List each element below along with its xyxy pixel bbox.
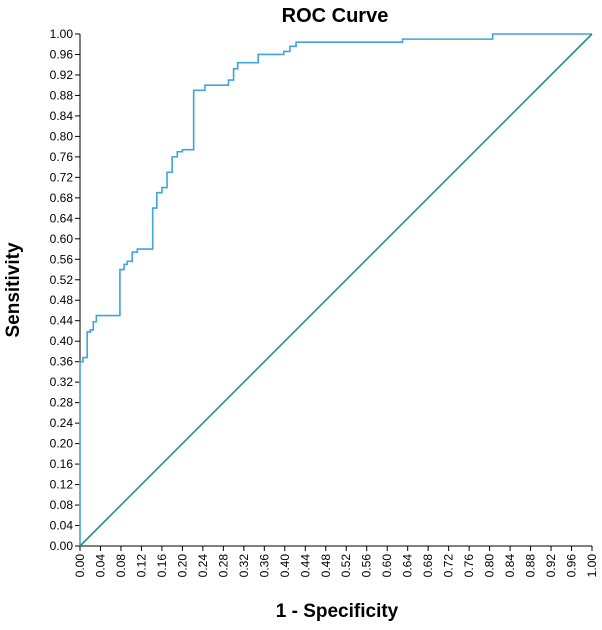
x-tick-label: 0.52 <box>339 554 353 578</box>
y-tick-label: 0.16 <box>50 457 74 471</box>
x-tick-label: 0.44 <box>298 554 312 578</box>
y-tick-label: 0.84 <box>50 109 74 123</box>
x-tick-label: 0.96 <box>565 554 579 578</box>
roc-curve-line <box>79 33 592 546</box>
y-tick-label: 0.60 <box>50 232 74 246</box>
y-tick-label: 0.96 <box>50 47 74 61</box>
x-tick-label: 0.40 <box>278 554 292 578</box>
x-tick-label: 1.00 <box>585 554 599 578</box>
y-axis-title: Sensitivity <box>3 242 24 337</box>
y-tick-label: 0.52 <box>50 273 74 287</box>
x-tick-label: 0.48 <box>319 554 333 578</box>
x-tick-label: 0.80 <box>483 554 497 578</box>
x-tick-label: 0.72 <box>442 554 456 578</box>
y-tick-label: 0.44 <box>50 314 74 328</box>
y-tick-label: 0.72 <box>50 170 74 184</box>
x-tick-label: 0.00 <box>73 554 87 578</box>
y-tick-label: 0.80 <box>50 129 74 143</box>
series-layer <box>79 33 593 547</box>
x-tick-label: 0.84 <box>503 554 517 578</box>
x-tick-label: 0.28 <box>216 554 230 578</box>
y-tick-label: 0.64 <box>50 211 74 225</box>
reference-diagonal-line <box>79 33 593 547</box>
x-tick-label: 0.08 <box>114 554 128 578</box>
x-tick-label: 0.88 <box>524 554 538 578</box>
y-tick-label: 0.32 <box>50 375 74 389</box>
y-tick-label: 0.04 <box>50 519 74 533</box>
y-tick-label: 0.92 <box>50 68 74 82</box>
y-tick-label: 0.08 <box>50 498 74 512</box>
x-tick-label: 0.24 <box>196 554 210 578</box>
y-tick-label: 0.12 <box>50 478 74 492</box>
y-tick-label: 0.40 <box>50 334 74 348</box>
x-axis: 0.00 0.04 0.08 0.12 0.16 0.20 0.24 0.28 0.32 0.36… <box>73 545 599 578</box>
x-axis-title: 1 - Specificity <box>276 601 399 622</box>
y-tick-label: 0.48 <box>50 293 74 307</box>
x-tick-label: 0.36 <box>257 554 271 578</box>
x-tick-label: 0.56 <box>360 554 374 578</box>
y-tick-label: 0.36 <box>50 355 74 369</box>
x-tick-label: 0.64 <box>401 554 415 578</box>
chart-title: ROC Curve <box>282 5 389 27</box>
y-axis: 0.00 0.04 0.08 0.12 0.16 0.20 0.24 0.28 0.32 0.36… <box>50 27 81 553</box>
x-tick-label: 0.76 <box>462 554 476 578</box>
y-tick-label: 0.68 <box>50 191 74 205</box>
x-tick-label: 0.16 <box>155 554 169 578</box>
y-tick-label: 0.76 <box>50 150 74 164</box>
y-tick-label: 0.28 <box>50 396 74 410</box>
y-tick-label: 0.20 <box>50 437 74 451</box>
y-tick-label: 1.00 <box>50 27 74 41</box>
x-tick-label: 0.92 <box>544 554 558 578</box>
x-tick-label: 0.60 <box>380 554 394 578</box>
x-tick-label: 0.12 <box>134 554 148 578</box>
y-tick-label: 0.56 <box>50 252 74 266</box>
y-tick-label: 0.88 <box>50 88 74 102</box>
y-tick-label: 0.00 <box>50 539 74 553</box>
x-tick-label: 0.04 <box>93 554 107 578</box>
x-tick-label: 0.20 <box>175 554 189 578</box>
y-tick-label: 0.24 <box>50 416 74 430</box>
x-tick-label: 0.32 <box>237 554 251 578</box>
x-tick-label: 0.68 <box>421 554 435 578</box>
